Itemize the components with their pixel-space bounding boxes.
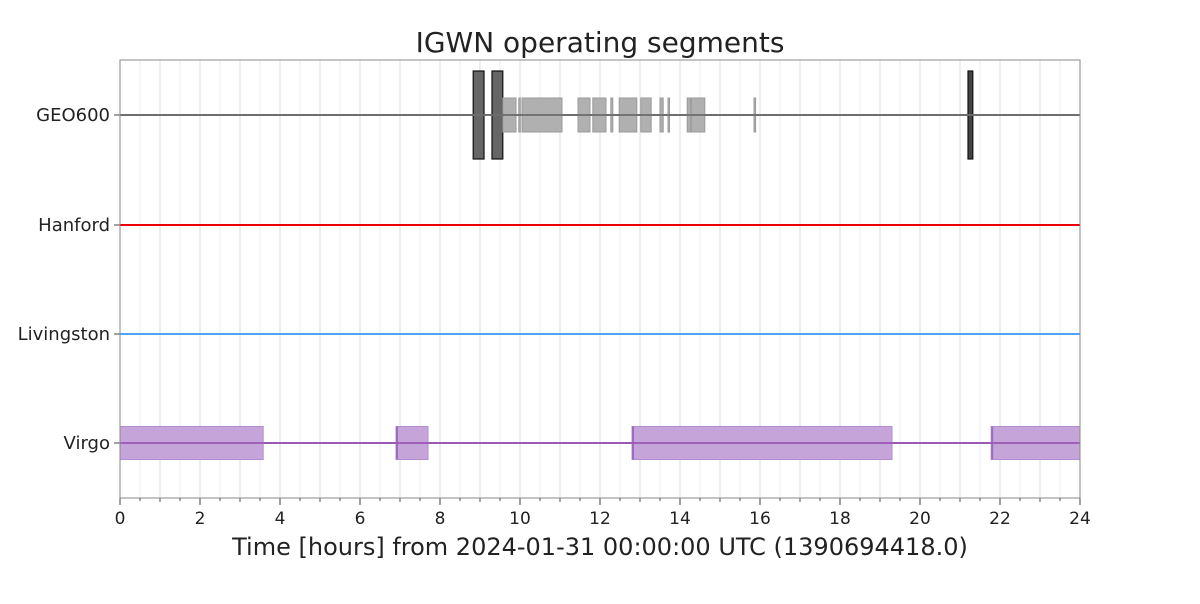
x-tick-label: 6 bbox=[355, 509, 366, 529]
x-tick-label: 18 bbox=[829, 509, 851, 529]
x-tick-label: 8 bbox=[435, 509, 446, 529]
x-tick-label: 16 bbox=[749, 509, 771, 529]
x-tick-label: 4 bbox=[275, 509, 286, 529]
y-tick-label: Hanford bbox=[38, 215, 110, 236]
x-tick-label: 24 bbox=[1069, 509, 1091, 529]
x-tick-label: 14 bbox=[669, 509, 691, 529]
grid-lines bbox=[119, 60, 1081, 498]
x-tick-label: 22 bbox=[989, 509, 1011, 529]
x-tick-label: 12 bbox=[589, 509, 611, 529]
plot-frame bbox=[119, 59, 1081, 499]
chart-title: IGWN operating segments bbox=[416, 26, 785, 59]
x-axis: 0 2 4 6 8 10 12 14 16 18 20 22 24 bbox=[115, 498, 1091, 529]
x-tick-label: 20 bbox=[909, 509, 931, 529]
y-tick-label: Virgo bbox=[64, 433, 110, 454]
x-axis-label: Time [hours] from 2024-01-31 00:00:00 UT… bbox=[231, 533, 968, 561]
y-tick-label: Livingston bbox=[18, 324, 110, 345]
y-axis-labels: GEO600 Hanford Livingston Virgo bbox=[18, 105, 120, 454]
x-tick-label: 10 bbox=[509, 509, 531, 529]
x-tick-label: 2 bbox=[195, 509, 206, 529]
x-tick-label: 0 bbox=[115, 509, 126, 529]
segment-rows bbox=[119, 70, 1081, 460]
y-tick-label: GEO600 bbox=[36, 105, 110, 126]
